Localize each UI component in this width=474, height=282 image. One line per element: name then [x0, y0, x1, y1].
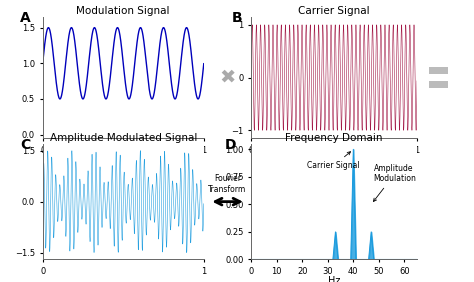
- Title: Carrier Signal: Carrier Signal: [298, 6, 370, 16]
- Text: C: C: [20, 138, 30, 152]
- Text: ✖: ✖: [219, 68, 236, 87]
- Title: Modulation Signal: Modulation Signal: [76, 6, 170, 16]
- Text: Amplitude
Modulation: Amplitude Modulation: [374, 164, 417, 201]
- Title: Frequency Domain: Frequency Domain: [285, 133, 383, 143]
- Text: D: D: [225, 138, 236, 152]
- Text: A: A: [20, 11, 31, 25]
- Text: Carrier Signal: Carrier Signal: [307, 152, 360, 170]
- Title: Amplitude Modulated Signal: Amplitude Modulated Signal: [50, 133, 197, 143]
- Text: B: B: [231, 11, 242, 25]
- Text: Fourier
Transform: Fourier Transform: [209, 174, 246, 194]
- X-axis label: Hz: Hz: [328, 276, 340, 282]
